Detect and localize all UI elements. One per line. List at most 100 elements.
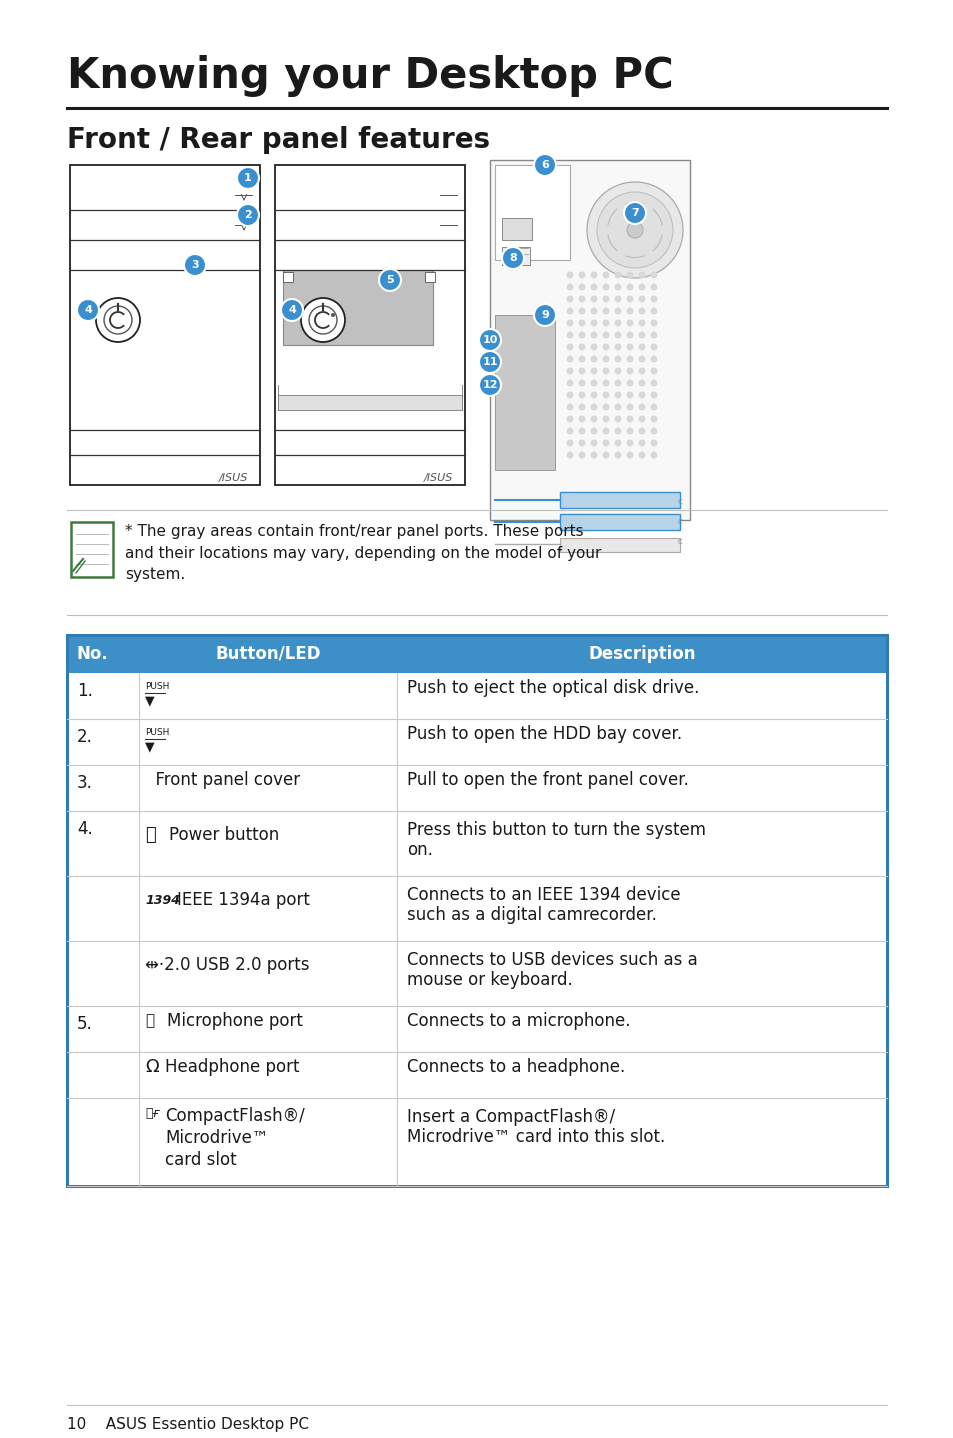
Circle shape [614, 319, 620, 326]
Circle shape [650, 295, 657, 302]
Circle shape [578, 355, 585, 362]
Circle shape [236, 204, 258, 226]
Circle shape [650, 283, 657, 290]
Circle shape [578, 452, 585, 459]
Circle shape [650, 452, 657, 459]
Text: Power button: Power button [169, 825, 279, 844]
Circle shape [626, 440, 633, 447]
Circle shape [597, 193, 672, 267]
Circle shape [602, 283, 609, 290]
Circle shape [378, 269, 400, 290]
Circle shape [626, 344, 633, 351]
Text: Button/LED: Button/LED [215, 646, 320, 663]
Text: 10    ASUS Essentio Desktop PC: 10 ASUS Essentio Desktop PC [67, 1416, 309, 1432]
Circle shape [566, 427, 573, 434]
Circle shape [614, 380, 620, 387]
Circle shape [590, 308, 597, 315]
Bar [67, 636, 886, 1186]
Circle shape [566, 332, 573, 338]
Circle shape [602, 452, 609, 459]
Text: 1394: 1394 [145, 893, 180, 906]
Bar [67, 636, 886, 673]
Circle shape [614, 452, 620, 459]
Circle shape [578, 440, 585, 447]
Circle shape [626, 332, 633, 338]
Text: ⏻: ⏻ [145, 825, 155, 844]
Circle shape [590, 440, 597, 447]
Bar [67, 940, 886, 1007]
Bar [559, 513, 679, 531]
Text: Microdrive™ card into this slot.: Microdrive™ card into this slot. [407, 1127, 664, 1146]
Circle shape [650, 368, 657, 374]
Text: Front / Rear panel features: Front / Rear panel features [67, 127, 490, 154]
Bar [67, 719, 886, 765]
Circle shape [578, 416, 585, 423]
Text: mouse or keyboard.: mouse or keyboard. [407, 971, 572, 989]
Circle shape [650, 355, 657, 362]
Circle shape [638, 427, 645, 434]
Circle shape [566, 416, 573, 423]
Text: C: C [677, 519, 681, 525]
Circle shape [236, 167, 258, 188]
Text: 3.: 3. [77, 774, 92, 792]
Bar [283, 270, 433, 345]
Circle shape [626, 368, 633, 374]
Circle shape [650, 440, 657, 447]
Circle shape [614, 368, 620, 374]
Circle shape [638, 272, 645, 279]
Circle shape [301, 298, 345, 342]
FancyBboxPatch shape [71, 522, 112, 577]
Circle shape [626, 221, 642, 239]
Bar [501, 219, 532, 240]
Circle shape [281, 299, 303, 321]
Circle shape [602, 272, 609, 279]
Text: 6: 6 [540, 160, 548, 170]
Text: card slot: card slot [165, 1150, 236, 1169]
Circle shape [650, 391, 657, 398]
Circle shape [590, 295, 597, 302]
Text: IEEE 1394a port: IEEE 1394a port [177, 892, 310, 909]
Circle shape [614, 295, 620, 302]
Text: /ISUS: /ISUS [218, 473, 248, 483]
Text: Front panel cover: Front panel cover [145, 771, 300, 789]
Circle shape [626, 404, 633, 410]
Bar [490, 160, 689, 521]
Bar [67, 1099, 886, 1186]
Text: No.: No. [77, 646, 109, 663]
Circle shape [602, 344, 609, 351]
Text: Press this button to turn the system: Press this button to turn the system [407, 821, 705, 838]
Circle shape [184, 255, 206, 276]
Circle shape [590, 344, 597, 351]
Circle shape [602, 332, 609, 338]
Circle shape [626, 380, 633, 387]
Circle shape [602, 295, 609, 302]
Bar [424, 272, 435, 282]
Circle shape [590, 368, 597, 374]
Circle shape [614, 344, 620, 351]
Bar [67, 673, 886, 719]
Circle shape [638, 368, 645, 374]
Text: 10: 10 [482, 335, 497, 345]
Circle shape [650, 404, 657, 410]
Circle shape [309, 306, 336, 334]
Circle shape [614, 404, 620, 410]
Circle shape [104, 306, 132, 334]
Circle shape [590, 283, 597, 290]
Text: 4.: 4. [77, 820, 92, 838]
Circle shape [638, 391, 645, 398]
Circle shape [590, 355, 597, 362]
Circle shape [650, 332, 657, 338]
Circle shape [478, 374, 500, 395]
Circle shape [626, 283, 633, 290]
Text: 11: 11 [482, 357, 497, 367]
Text: 12: 12 [482, 380, 497, 390]
Circle shape [566, 452, 573, 459]
Circle shape [614, 391, 620, 398]
Circle shape [96, 298, 140, 342]
Text: PUSH: PUSH [145, 682, 170, 692]
Text: 1.: 1. [77, 682, 92, 700]
Circle shape [614, 283, 620, 290]
Text: 9: 9 [540, 311, 548, 321]
Circle shape [602, 391, 609, 398]
Text: 8: 8 [509, 253, 517, 263]
